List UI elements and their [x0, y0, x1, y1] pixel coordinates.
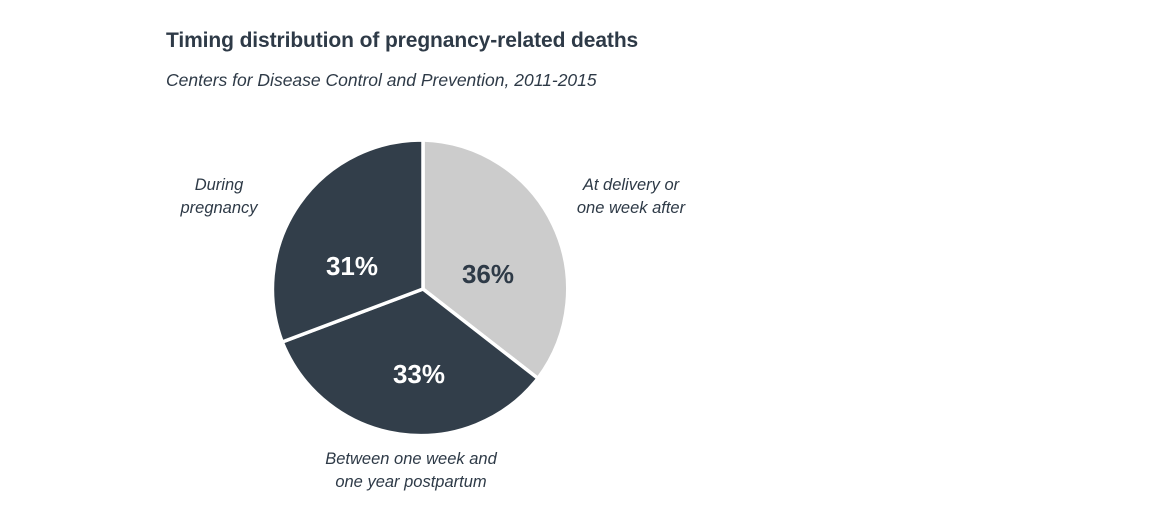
- pie-label-during-pregnancy: During pregnancy: [180, 176, 258, 217]
- pie-label-at-delivery: At delivery or one week after: [576, 176, 686, 217]
- pie-slice-at-delivery[interactable]: [421, 138, 570, 381]
- chart-subtitle: Centers for Disease Control and Preventi…: [166, 70, 597, 90]
- pie-slice-during-pregnancy[interactable]: [270, 138, 425, 344]
- pie-value-at-delivery: 36%: [462, 259, 514, 289]
- pie-label-between-week-year: Between one week and one year postpartum: [325, 450, 497, 491]
- pie-value-during-pregnancy: 31%: [326, 251, 378, 281]
- pie-value-between-week-year: 33%: [393, 359, 445, 389]
- page-title: Timing distribution of pregnancy-related…: [166, 29, 639, 52]
- pie-slice-between-week-year[interactable]: [280, 287, 540, 438]
